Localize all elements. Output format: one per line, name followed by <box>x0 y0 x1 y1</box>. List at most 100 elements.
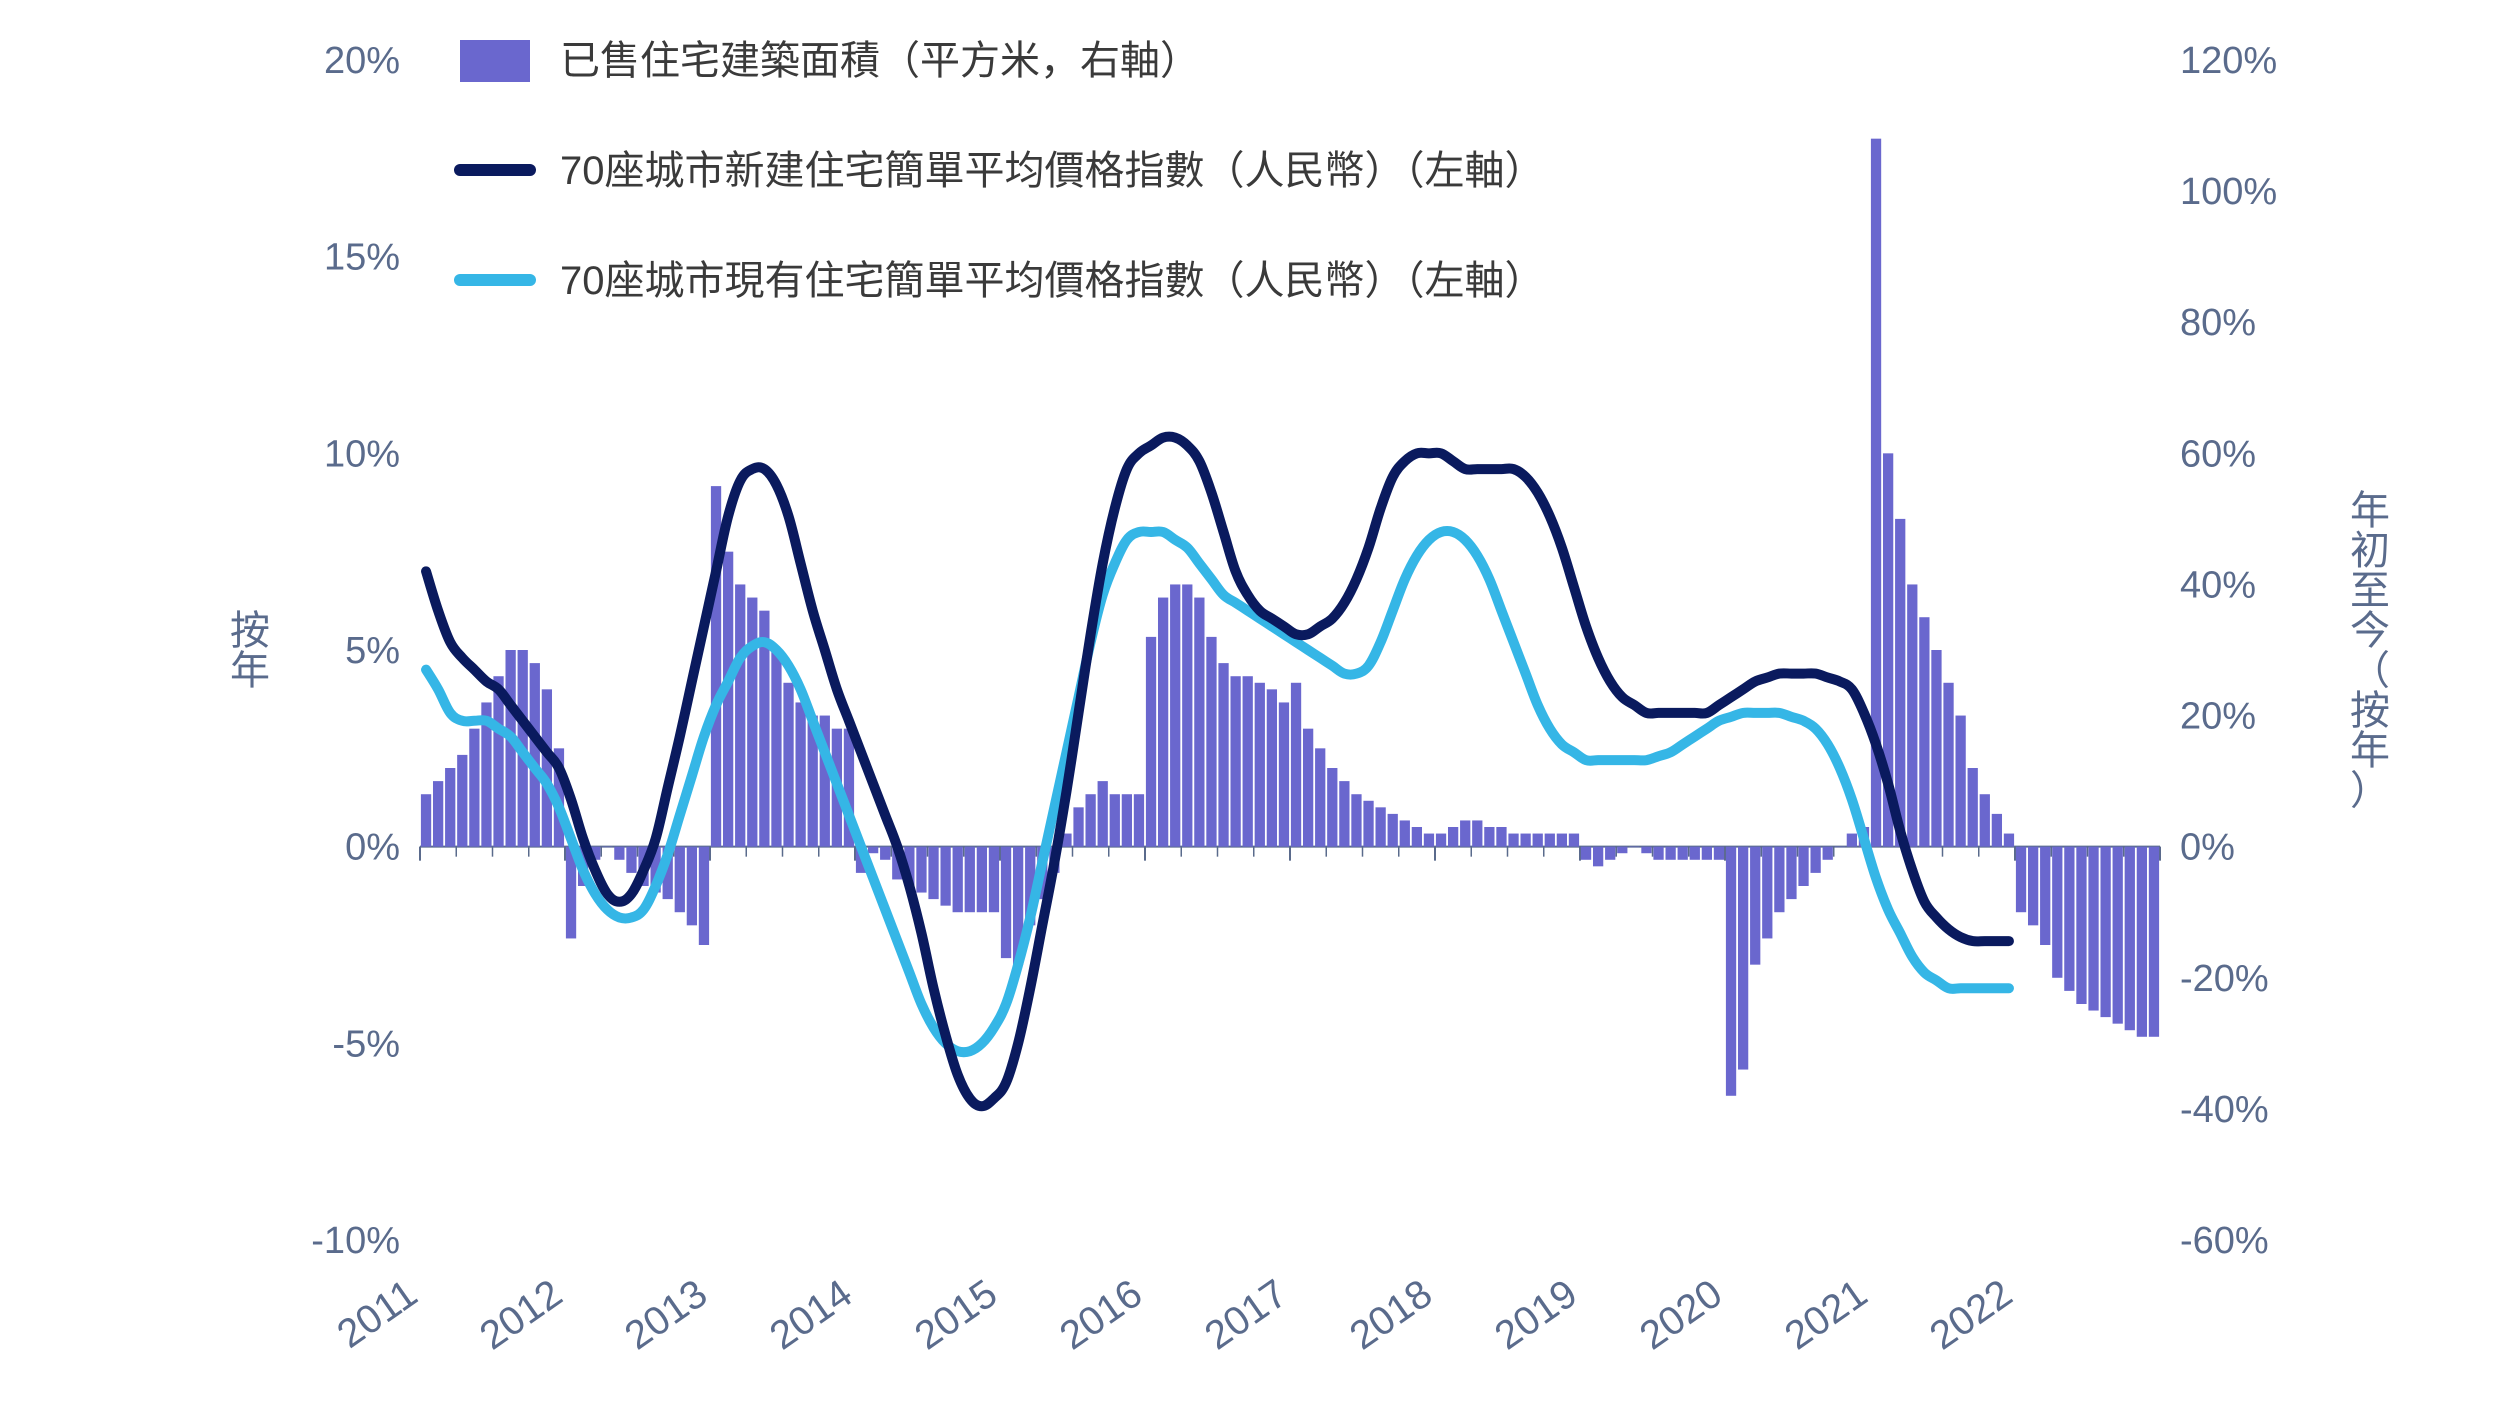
bar <box>1496 827 1506 847</box>
y-right-tick-label: 60% <box>2180 433 2256 475</box>
bar <box>1279 702 1289 846</box>
x-tick-label: 2016 <box>1052 1271 1150 1358</box>
bar <box>1774 847 1784 913</box>
y-left-tick-label: 20% <box>324 40 400 82</box>
bar <box>1641 847 1651 854</box>
bar <box>1919 617 1929 846</box>
bar <box>602 847 612 848</box>
y-left-axis-title: 年 <box>230 649 270 693</box>
bar <box>2149 847 2159 1037</box>
bar <box>1388 814 1398 847</box>
bar <box>1968 768 1978 847</box>
bar <box>735 584 745 846</box>
bar <box>2064 847 2074 991</box>
bar <box>1158 598 1168 847</box>
bar <box>1665 847 1675 860</box>
bar <box>1194 598 1204 847</box>
y-left-tick-label: 0% <box>345 827 400 869</box>
bar <box>868 847 878 854</box>
bar <box>1218 663 1228 847</box>
y-right-axis-title: 年 <box>2350 729 2390 773</box>
bar <box>542 689 552 846</box>
x-tick-label: 2013 <box>617 1271 715 1358</box>
bar <box>1690 847 1700 860</box>
bar <box>1412 827 1422 847</box>
bar <box>1472 820 1482 846</box>
y-left-axis-title: 按 <box>230 609 270 653</box>
bar <box>699 847 709 945</box>
y-left-tick-label: -5% <box>332 1023 400 1065</box>
bar <box>940 847 950 906</box>
y-right-tick-label: 120% <box>2180 40 2277 82</box>
bar <box>421 794 431 846</box>
y-right-axis-title: 今 <box>2350 609 2390 653</box>
bar <box>1351 794 1361 846</box>
bar <box>1001 847 1011 958</box>
bar <box>1134 794 1144 846</box>
bar <box>1738 847 1748 1070</box>
bar <box>916 847 926 893</box>
bar <box>1617 847 1627 854</box>
bar <box>1460 820 1470 846</box>
bar <box>1110 794 1120 846</box>
bar <box>1533 834 1543 847</box>
bar <box>1375 807 1385 846</box>
bar <box>723 552 733 847</box>
x-tick-label: 2021 <box>1777 1271 1875 1358</box>
bar <box>1400 820 1410 846</box>
bar <box>530 663 540 847</box>
x-tick-label: 2019 <box>1487 1271 1585 1358</box>
y-right-tick-label: 80% <box>2180 302 2256 344</box>
y-right-axis-title: 初 <box>2350 529 2390 573</box>
bar <box>1448 827 1458 847</box>
bar <box>1714 847 1724 860</box>
bar <box>880 847 890 860</box>
bar <box>795 702 805 846</box>
bar <box>457 755 467 847</box>
bar <box>2088 847 2098 1011</box>
bar <box>614 847 624 860</box>
x-tick-label: 2018 <box>1342 1271 1440 1358</box>
y-right-tick-label: 100% <box>2180 171 2277 213</box>
y-right-axis-title: ） <box>2350 769 2390 813</box>
bar <box>2016 847 2026 913</box>
bar <box>1798 847 1808 886</box>
bar <box>1230 676 1240 846</box>
x-tick-label: 2022 <box>1922 1271 2020 1358</box>
y-right-tick-label: -20% <box>2180 958 2269 1000</box>
y-right-tick-label: -40% <box>2180 1089 2269 1131</box>
bar <box>1678 847 1688 860</box>
bar <box>469 729 479 847</box>
bar <box>771 650 781 847</box>
bar <box>2137 847 2147 1037</box>
bar <box>1170 584 1180 846</box>
x-tick-label: 2012 <box>472 1271 570 1358</box>
bar <box>445 768 455 847</box>
y-left-tick-label: -10% <box>311 1220 400 1262</box>
bar <box>2028 847 2038 926</box>
bar <box>626 847 636 873</box>
bar <box>1303 729 1313 847</box>
bar <box>1073 807 1083 846</box>
bar <box>1581 847 1591 860</box>
x-tick-label: 2017 <box>1197 1271 1295 1358</box>
bar <box>2076 847 2086 1004</box>
legend-swatch-bar <box>460 40 530 82</box>
bar <box>1907 584 1917 846</box>
bar <box>1508 834 1518 847</box>
bar <box>1182 584 1192 846</box>
bar <box>1569 834 1579 847</box>
legend-label: 70座城市現有住宅簡單平均價格指數（人民幣）（左軸） <box>560 259 1545 303</box>
bar <box>1653 847 1663 860</box>
bar <box>977 847 987 913</box>
bar <box>1315 748 1325 846</box>
bar <box>1291 683 1301 847</box>
bar <box>783 683 793 847</box>
line-new-home-price <box>426 437 2009 1107</box>
bar <box>1363 801 1373 847</box>
bar <box>747 598 757 847</box>
y-left-tick-label: 10% <box>324 433 400 475</box>
bar <box>433 781 443 847</box>
bar <box>1267 689 1277 846</box>
bar <box>2100 847 2110 1017</box>
